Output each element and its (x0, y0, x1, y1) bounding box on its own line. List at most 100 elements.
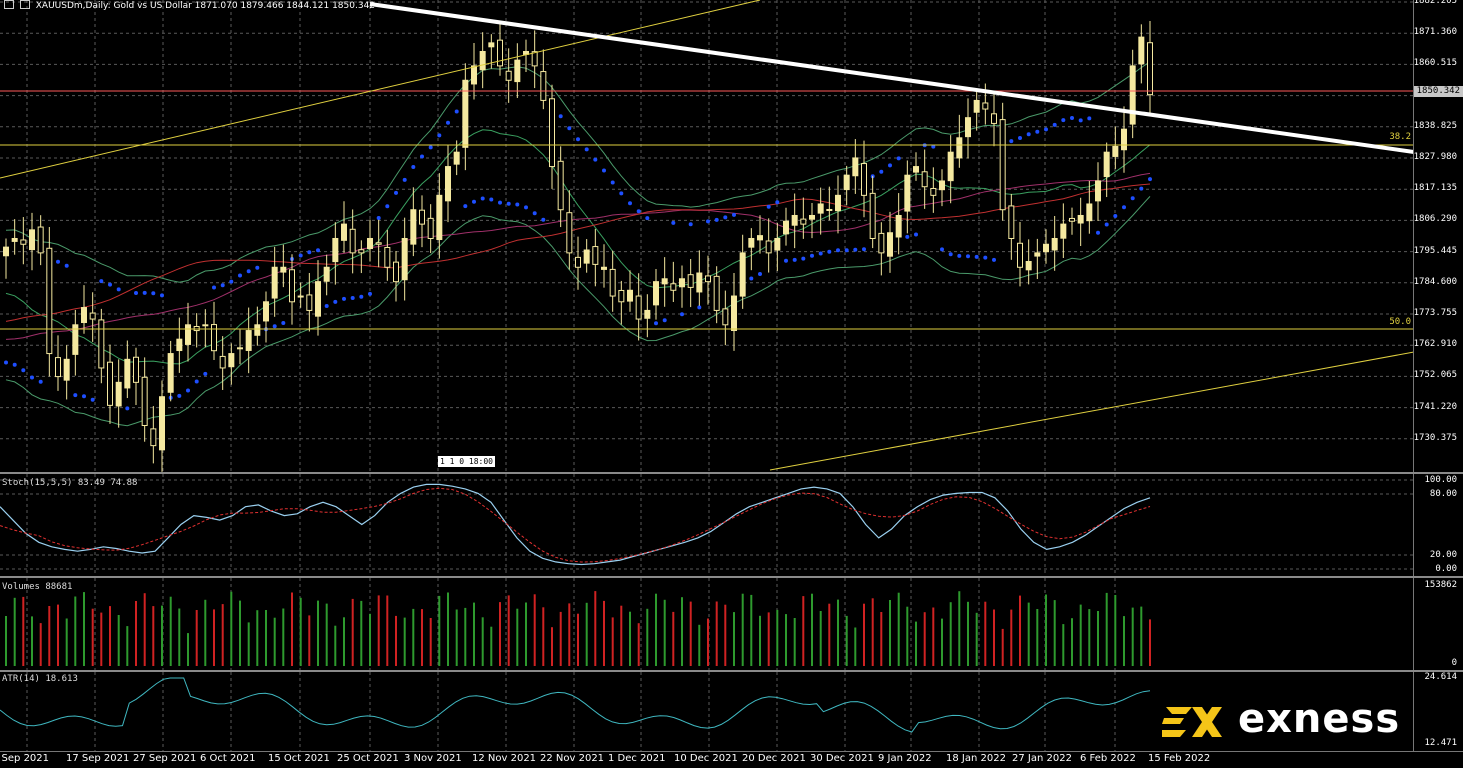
volume-bar (360, 600, 363, 666)
parabolic-sar-dot (1044, 127, 1048, 132)
volume-bar (265, 610, 267, 666)
candle-body (774, 237, 781, 251)
candle-body (11, 237, 18, 242)
volume-bar (1010, 609, 1013, 666)
exness-logo-text: exness (1238, 696, 1401, 742)
candle-body (228, 353, 235, 368)
volume-bar (317, 600, 319, 666)
parabolic-sar-dot (21, 368, 26, 373)
time-axis-label: 27 Jan 2022 (1012, 753, 1072, 764)
parabolic-sar-dot (125, 406, 130, 411)
volume-bar (239, 600, 241, 666)
parabolic-sar-dot (818, 251, 823, 256)
candle-body (1129, 65, 1136, 125)
volume-bar (273, 617, 276, 666)
ohlc-values: 1871.070 1879.466 1844.121 1850.342 (194, 1, 376, 11)
bollinger-middle-band (5, 129, 1151, 365)
parabolic-sar-dot (836, 248, 840, 253)
candle-body (869, 192, 876, 239)
candle-body (1095, 180, 1101, 202)
parabolic-sar-dot (350, 296, 355, 300)
volume-bar (516, 608, 519, 666)
parabolic-sar-dot (316, 248, 320, 253)
volume-bar (672, 611, 675, 666)
time-axis-label: 15 Feb 2022 (1148, 753, 1211, 764)
candle-body (592, 246, 599, 265)
candle-body (635, 295, 642, 320)
volume-bar (1045, 594, 1047, 666)
atr-pane[interactable]: 24.614 12.471 ATR(14) 18.613 exness (0, 672, 1463, 751)
candle-body (185, 324, 191, 345)
price-axis-label: 1882.205 (1413, 0, 1457, 6)
candle-body (141, 376, 148, 426)
volume-bar (655, 593, 657, 666)
atr-title: ATR(14) 18.613 (2, 674, 78, 684)
candle-body (89, 312, 96, 320)
volume-bar (871, 598, 874, 666)
candle-body (748, 237, 755, 248)
parabolic-sar-dot (4, 360, 8, 365)
candle-body (965, 117, 971, 138)
parabolic-sar-dot (1087, 116, 1092, 121)
candle-body (913, 166, 919, 173)
candle-body (679, 278, 685, 288)
parabolic-sar-dot (38, 379, 43, 384)
volume-bar (291, 592, 293, 666)
candle-body (46, 247, 53, 355)
volume-bar (793, 618, 796, 666)
price-chart-canvas[interactable] (0, 0, 1414, 472)
candle-body (427, 217, 434, 239)
price-axis-label: 1762.910 (1413, 339, 1457, 350)
volume-bar (438, 595, 441, 666)
volume-bar (941, 618, 943, 666)
volumes-pane[interactable]: 153862 0 Volumes 88681 (0, 578, 1463, 670)
candle-body (705, 275, 711, 283)
pane-separator[interactable] (0, 472, 1463, 474)
parabolic-sar-dot (636, 209, 641, 214)
parabolic-sar-dot (619, 191, 624, 196)
volume-bar (126, 626, 129, 666)
moving-average-slow (5, 172, 1151, 340)
parabolic-sar-dot (1070, 116, 1074, 120)
parabolic-sar-dot (680, 312, 684, 317)
stoch-level-100: 100.00 (1424, 475, 1457, 485)
time-axis-label: 18 Jan 2022 (946, 753, 1006, 764)
volume-bar (958, 591, 961, 666)
volume-bar (733, 612, 735, 666)
symbol-description: Gold vs US Dollar (113, 1, 192, 11)
candle-body (410, 209, 417, 245)
volume-bar (1053, 600, 1056, 666)
price-chart-pane[interactable]: 1882.2051871.3601860.5151849.6701838.825… (0, 0, 1463, 472)
parabolic-sar-dot (1104, 222, 1109, 227)
candle-body (462, 79, 469, 148)
volume-bar (195, 610, 198, 666)
candle-body (653, 281, 659, 306)
candle-body (765, 240, 772, 254)
price-axis[interactable]: 1882.2051871.3601860.5151849.6701838.825… (1413, 0, 1463, 472)
volume-bar (681, 597, 683, 666)
parabolic-sar-dot (30, 375, 34, 380)
volume-bar (759, 615, 761, 666)
fib-38-label: 38.2 (1389, 132, 1411, 142)
parabolic-sar-dot (108, 282, 112, 287)
parabolic-sar-dot (732, 212, 736, 217)
pane-separator[interactable] (0, 670, 1463, 672)
volume-bar (143, 593, 146, 666)
volume-bar (109, 606, 111, 666)
parabolic-sar-dot (472, 199, 476, 204)
volume-bar (525, 602, 527, 666)
candle-body (817, 203, 824, 214)
volume-bar (845, 615, 848, 666)
volume-bar (568, 603, 571, 666)
parabolic-sar-dot (645, 216, 650, 221)
volumes-min-label: 0 (1451, 658, 1457, 668)
candle-body (37, 226, 44, 254)
candle-body (167, 353, 174, 393)
stochastic-pane[interactable]: 100.00 80.00 20.00 0.00 Stoch(15,5,5) 83… (0, 474, 1463, 576)
volume-bar (57, 604, 59, 666)
parabolic-sar-dot (862, 247, 866, 252)
candle-body (349, 228, 356, 254)
candle-body (453, 151, 460, 165)
pane-separator[interactable] (0, 576, 1463, 578)
candle-body (904, 174, 911, 212)
